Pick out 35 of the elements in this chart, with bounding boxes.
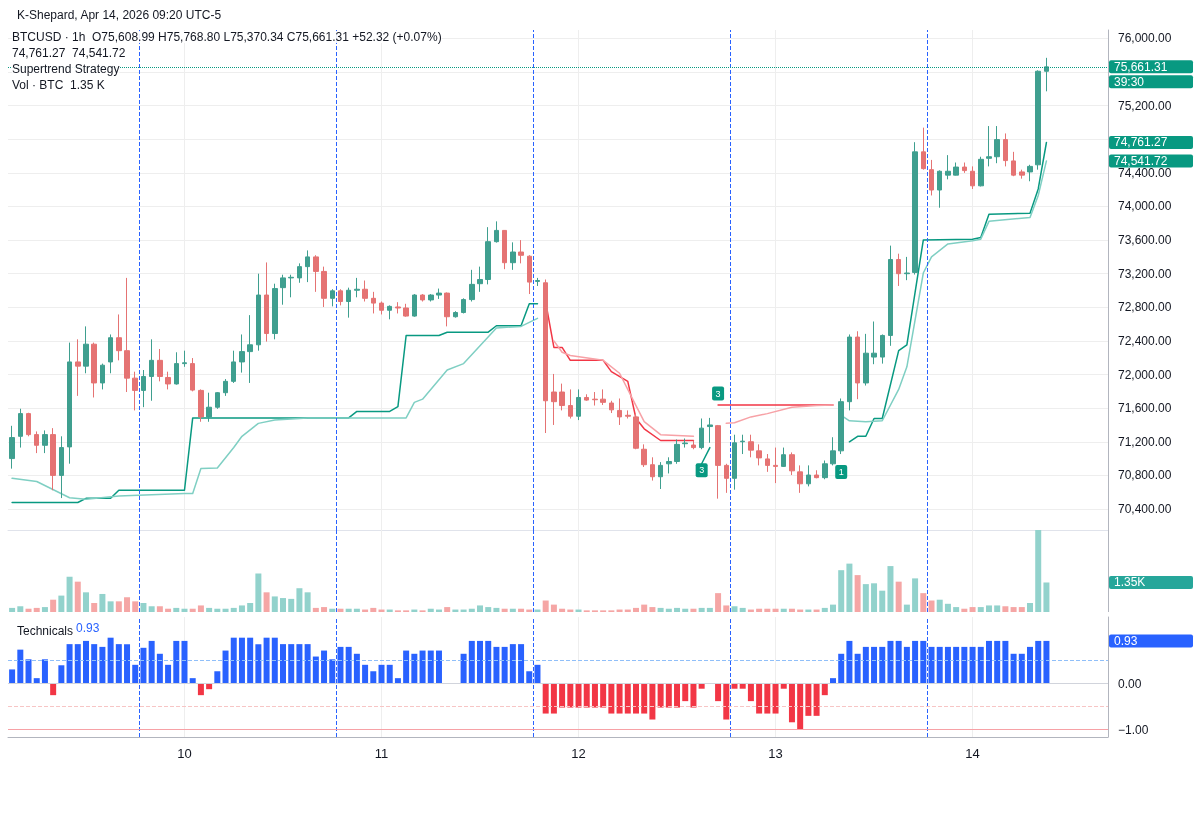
x-tick-label: 11 — [374, 746, 389, 761]
y-tick-label: 72,400.00 — [1118, 333, 1172, 348]
chart-subtitle: BTCUSD · 1h O75,608.99 H75,768.80 L75,370.34 C75,661.31 +52.32 (+0.07%) — [12, 30, 442, 44]
y-tick-label: 0.00 — [1118, 676, 1142, 691]
y-tick-label: 71,200.00 — [1118, 434, 1172, 449]
x-tick-label: 10 — [177, 746, 192, 761]
chart-title: K-Shepard, Apr 14, 2026 09:20 UTC-5 — [17, 8, 222, 22]
x-tick-label: 12 — [571, 746, 586, 761]
x-tick-label: 14 — [965, 746, 980, 761]
text: 74,541.72 — [1114, 153, 1168, 168]
y-tick-label: −1.00 — [1118, 722, 1149, 737]
y-tick-label: 73,200.00 — [1118, 266, 1172, 281]
ref-line-label: 75,661.31 — [1114, 59, 1168, 74]
x-tick-label: 13 — [768, 746, 783, 761]
annotation: Supertrend Strategy — [12, 62, 120, 76]
annotation: 3 — [715, 388, 721, 399]
y-tick-label: 73,600.00 — [1118, 233, 1172, 248]
annotation: 1 — [838, 467, 844, 478]
text: 0.93 — [1114, 633, 1138, 648]
y-tick-label: 74,000.00 — [1118, 199, 1172, 214]
text: 1.35K — [1114, 575, 1146, 590]
y-tick-label: 72,000.00 — [1118, 367, 1172, 382]
y-tick-label: 70,800.00 — [1118, 468, 1172, 483]
y-tick-label: 70,400.00 — [1118, 501, 1172, 516]
text: 74,761.27 — [1114, 135, 1168, 150]
y-tick-label: 75,200.00 — [1118, 98, 1172, 113]
text: Technicals — [17, 624, 74, 638]
annotation: Vol · BTC 1.35 K — [12, 78, 105, 92]
y-tick-label: 72,800.00 — [1118, 300, 1172, 315]
annotation: 0.93 — [76, 621, 100, 635]
y-tick-label: 76,000.00 — [1118, 31, 1172, 46]
text: 39:30 — [1114, 74, 1145, 89]
annotation: 3 — [699, 465, 705, 476]
y-tick-label: 71,600.00 — [1118, 401, 1172, 416]
annotation: 74,761.27 74,541.72 — [12, 46, 126, 60]
